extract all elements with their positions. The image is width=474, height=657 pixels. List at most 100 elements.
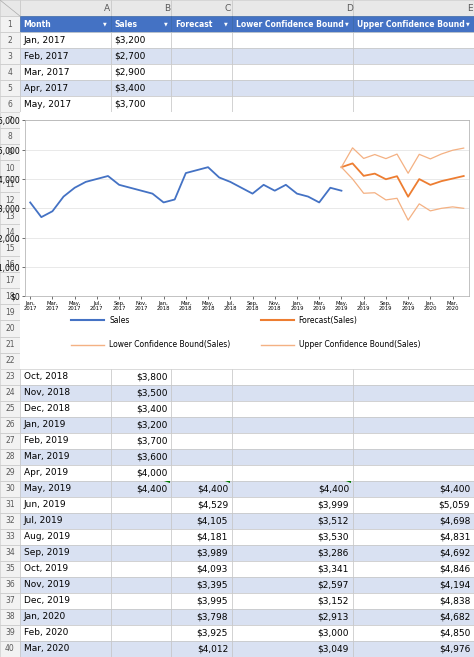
Text: Jan, 2020: Jan, 2020 — [24, 612, 66, 622]
Bar — [111, 80, 171, 96]
Text: ▼: ▼ — [103, 22, 107, 26]
Text: $5,059: $5,059 — [439, 500, 470, 509]
Bar — [171, 401, 232, 417]
Bar — [171, 497, 232, 512]
Bar — [0, 433, 20, 449]
Bar — [20, 273, 474, 288]
Text: Dec, 2019: Dec, 2019 — [24, 597, 70, 605]
Text: $2,900: $2,900 — [115, 68, 146, 77]
Text: 26: 26 — [5, 420, 15, 429]
Bar — [20, 256, 474, 273]
Bar — [20, 625, 111, 641]
Text: $4,400: $4,400 — [318, 484, 349, 493]
Text: $3,049: $3,049 — [318, 645, 349, 654]
Bar — [353, 593, 474, 609]
Text: 39: 39 — [5, 629, 15, 637]
Bar — [111, 609, 171, 625]
Text: $3,341: $3,341 — [318, 564, 349, 574]
Polygon shape — [346, 481, 352, 483]
Text: $4,831: $4,831 — [439, 532, 470, 541]
Text: $3,800: $3,800 — [136, 372, 167, 381]
Bar — [111, 401, 171, 417]
Bar — [353, 529, 474, 545]
Text: 16: 16 — [5, 260, 15, 269]
Bar — [0, 128, 20, 145]
Text: 11: 11 — [5, 180, 15, 189]
Bar — [0, 625, 20, 641]
Bar — [0, 48, 20, 64]
Bar — [171, 96, 232, 112]
Bar — [111, 641, 171, 657]
Bar — [20, 401, 111, 417]
Bar — [171, 0, 232, 16]
Text: 38: 38 — [5, 612, 15, 622]
Bar — [0, 481, 20, 497]
Text: Aug, 2019: Aug, 2019 — [24, 532, 70, 541]
Text: ▼: ▼ — [224, 22, 228, 26]
Text: 13: 13 — [5, 212, 15, 221]
Text: 40: 40 — [5, 645, 15, 654]
Bar — [20, 48, 111, 64]
Bar — [353, 464, 474, 481]
Bar — [171, 545, 232, 561]
Text: 34: 34 — [5, 549, 15, 557]
Text: $2,913: $2,913 — [318, 612, 349, 622]
Bar — [353, 64, 474, 80]
Bar — [20, 112, 474, 128]
Text: 10: 10 — [5, 164, 15, 173]
Bar — [20, 128, 474, 145]
Text: Feb, 2017: Feb, 2017 — [24, 52, 68, 60]
Bar — [232, 577, 353, 593]
Bar — [353, 449, 474, 464]
Text: $3,000: $3,000 — [318, 629, 349, 637]
Text: Jun, 2019: Jun, 2019 — [24, 500, 66, 509]
Text: $3,500: $3,500 — [136, 388, 167, 397]
Text: Jul, 2019: Jul, 2019 — [24, 516, 63, 526]
Bar — [20, 32, 111, 48]
Text: Oct, 2018: Oct, 2018 — [24, 372, 68, 381]
Text: $3,152: $3,152 — [318, 597, 349, 605]
Text: Mar, 2019: Mar, 2019 — [24, 452, 69, 461]
Text: $3,286: $3,286 — [318, 549, 349, 557]
Bar — [0, 321, 20, 336]
Text: 35: 35 — [5, 564, 15, 574]
Bar — [353, 497, 474, 512]
Bar — [111, 577, 171, 593]
Bar — [171, 433, 232, 449]
Bar — [232, 609, 353, 625]
Text: 20: 20 — [5, 324, 15, 333]
Text: $3,395: $3,395 — [197, 580, 228, 589]
Text: 9: 9 — [8, 148, 12, 157]
Text: 14: 14 — [5, 228, 15, 237]
Text: Dec, 2018: Dec, 2018 — [24, 404, 70, 413]
Text: $4,181: $4,181 — [197, 532, 228, 541]
Bar — [171, 384, 232, 401]
Text: Forecast(Sales): Forecast(Sales) — [299, 316, 357, 325]
Bar — [0, 224, 20, 240]
Text: $3,999: $3,999 — [318, 500, 349, 509]
Bar — [353, 545, 474, 561]
Text: Upper Confidence Bound(Sales): Upper Confidence Bound(Sales) — [299, 340, 420, 349]
Bar — [20, 96, 111, 112]
Bar — [171, 64, 232, 80]
Text: $4,529: $4,529 — [197, 500, 228, 509]
Bar — [0, 417, 20, 433]
Bar — [232, 417, 353, 433]
Bar — [0, 449, 20, 464]
Text: $4,838: $4,838 — [439, 597, 470, 605]
Bar — [171, 417, 232, 433]
Bar — [20, 193, 474, 208]
Bar — [171, 16, 232, 32]
Text: $4,000: $4,000 — [136, 468, 167, 477]
Bar — [232, 0, 353, 16]
Polygon shape — [164, 481, 170, 483]
Text: 27: 27 — [5, 436, 15, 445]
Bar — [20, 464, 111, 481]
Bar — [111, 16, 171, 32]
Bar — [0, 304, 20, 321]
Text: $4,012: $4,012 — [197, 645, 228, 654]
Text: $4,698: $4,698 — [439, 516, 470, 526]
Bar — [20, 224, 474, 240]
Bar — [171, 48, 232, 64]
Bar — [111, 417, 171, 433]
